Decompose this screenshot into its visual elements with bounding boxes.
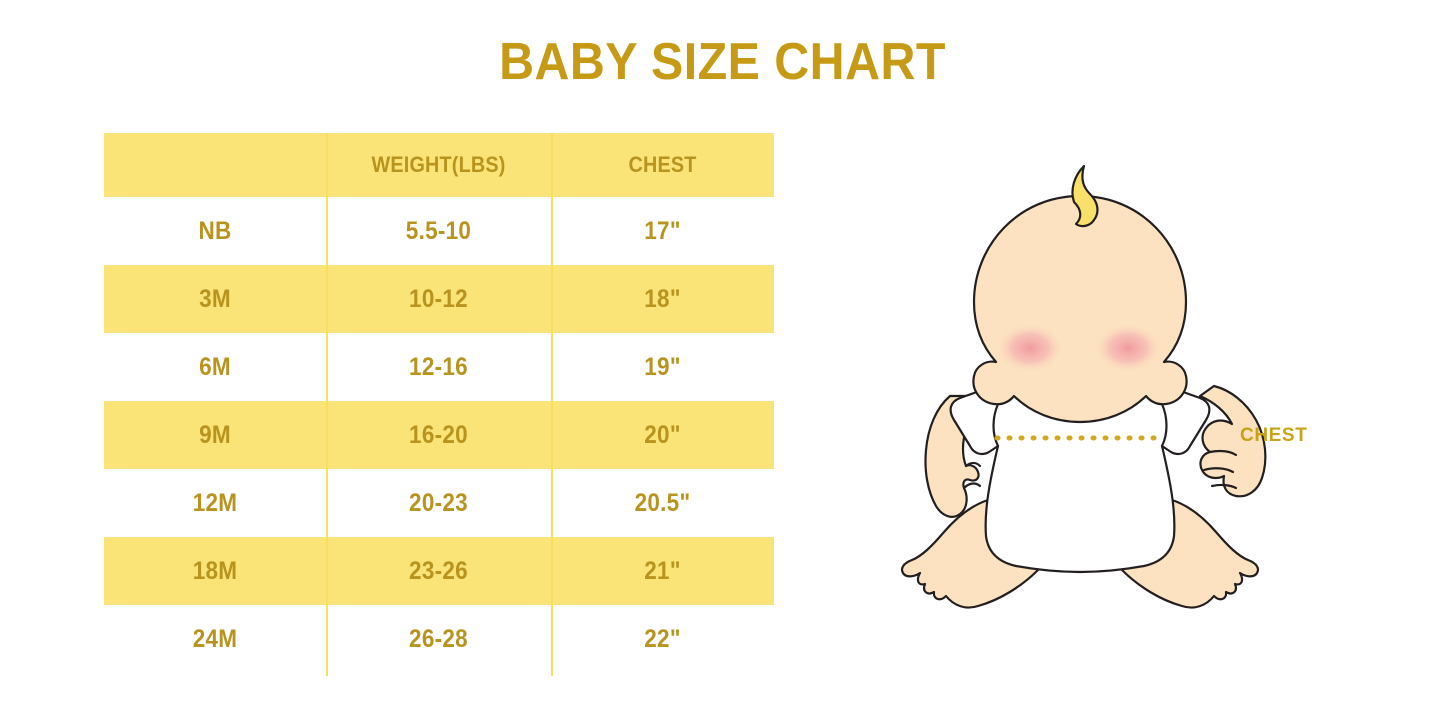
header-cell-weight: WEIGHT(LBS) [371, 152, 506, 177]
cell-chest: 17" [644, 216, 681, 245]
cell-chest: 20" [644, 420, 681, 449]
page-title: BABY SIZE CHART [499, 33, 946, 91]
cell-weight: 10-12 [409, 284, 468, 313]
cell-weight: 20-23 [409, 488, 468, 517]
baby-left-blush [996, 323, 1064, 373]
column-divider-2 [551, 133, 553, 676]
cell-weight: 12-16 [409, 352, 468, 381]
baby-onesie [949, 360, 1211, 574]
cell-size: 12M [192, 488, 238, 517]
table-row: 9M 16-20 20" [104, 401, 774, 469]
onesie-sleeve-seam-right [1160, 402, 1168, 448]
cell-size: 6M [199, 352, 231, 381]
cell-chest: 19" [644, 352, 681, 381]
chest-measurement-label: CHEST [1240, 425, 1308, 446]
cell-size: NB [198, 216, 232, 245]
cell-weight: 26-28 [409, 624, 468, 653]
size-table: WEIGHT(LBS) CHEST NB 5.5-10 17" 3M 10-12… [104, 133, 774, 676]
baby-left-arm [924, 394, 994, 518]
cell-chest: 22" [644, 624, 681, 653]
baby-right-fist-lines [1202, 449, 1238, 490]
table-header-row: WEIGHT(LBS) CHEST [104, 133, 774, 197]
cell-chest: 21" [644, 556, 681, 585]
cell-size: 24M [192, 624, 238, 653]
table-row: 3M 10-12 18" [104, 265, 774, 333]
header-cell-chest: CHEST [628, 152, 697, 177]
baby-illustration [900, 164, 1267, 609]
cell-weight: 16-20 [409, 420, 468, 449]
cell-chest: 20.5" [634, 488, 691, 517]
table-row: 18M 23-26 21" [104, 537, 774, 605]
table-row: 6M 12-16 19" [104, 333, 774, 401]
cell-weight: 23-26 [409, 556, 468, 585]
baby-hair-curl [1071, 164, 1099, 228]
cell-weight: 5.5-10 [405, 216, 472, 245]
baby-head [972, 194, 1188, 424]
cell-size: 18M [192, 556, 238, 585]
cell-size: 3M [199, 284, 231, 313]
table-row: NB 5.5-10 17" [104, 197, 774, 265]
table-row: 24M 26-28 22" [104, 605, 774, 673]
cell-chest: 18" [644, 284, 681, 313]
baby-right-blush [1094, 323, 1162, 373]
baby-left-hand-lines [962, 461, 982, 490]
column-divider-1 [326, 133, 328, 676]
table-row: 12M 20-23 20.5" [104, 469, 774, 537]
onesie-sleeve-seam-left [992, 402, 1000, 448]
cell-size: 9M [199, 420, 231, 449]
